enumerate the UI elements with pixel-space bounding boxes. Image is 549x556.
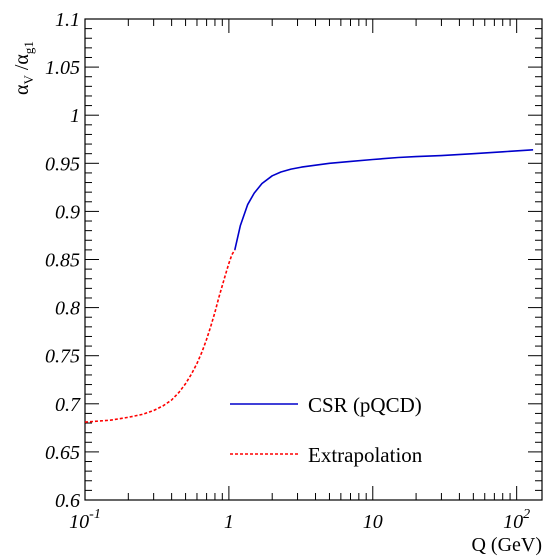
- series-lines: [84, 149, 534, 423]
- axis-ticks: 0.60.650.70.750.80.850.90.9511.051.110-1…: [45, 9, 542, 533]
- plot-frame: [84, 18, 543, 501]
- y-tick-label: 0.7: [55, 394, 81, 416]
- legend-label-extrapolation: Extrapolation: [308, 443, 423, 467]
- y-tick-label: 0.85: [45, 250, 80, 272]
- x-tick-label: 10-1: [69, 507, 101, 533]
- y-axis-title-sub1: V: [21, 75, 36, 85]
- y-axis-title: αV /αg1: [11, 41, 36, 95]
- y-axis-title-main: α: [11, 84, 33, 95]
- y-tick-label: 0.8: [55, 298, 80, 320]
- x-tick-base: 1: [224, 511, 234, 533]
- x-tick-base: 10: [363, 511, 383, 533]
- y-tick-label: 0.65: [45, 442, 80, 464]
- x-tick-exponent: -1: [89, 507, 101, 522]
- y-tick-label: 1: [70, 105, 80, 127]
- x-tick-label: 1: [224, 511, 234, 533]
- x-tick-base: 10: [69, 511, 89, 533]
- legend: CSR (pQCD) Extrapolation: [230, 393, 423, 467]
- y-tick-label: 0.9: [55, 201, 80, 223]
- series-line-extrapolation: [84, 249, 236, 423]
- x-tick-label: 10: [363, 511, 383, 533]
- y-axis-title-sep: /α: [11, 54, 33, 76]
- y-tick-label: 0.6: [55, 490, 80, 512]
- y-axis-title-sub2: g1: [21, 41, 36, 54]
- x-tick-label: 102: [503, 507, 530, 533]
- y-tick-label: 1.1: [55, 9, 80, 31]
- y-tick-label: 0.75: [45, 346, 80, 368]
- legend-label-csr: CSR (pQCD): [308, 393, 422, 417]
- y-tick-label: 1.05: [45, 57, 80, 79]
- x-tick-exponent: 2: [523, 507, 530, 522]
- series-line-csr: [234, 149, 534, 251]
- x-tick-base: 10: [503, 511, 523, 533]
- x-axis-title: Q (GeV): [471, 534, 542, 556]
- y-tick-label: 0.95: [45, 153, 80, 175]
